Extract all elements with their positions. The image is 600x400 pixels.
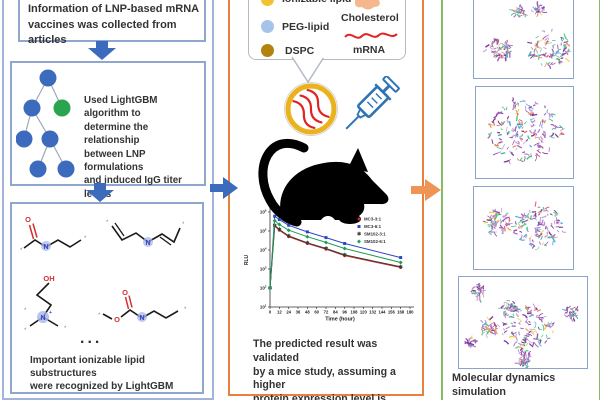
dspc-icon: [261, 44, 274, 57]
svg-text:36: 36: [296, 310, 301, 315]
legend-label-cholesterol: Cholesterol: [341, 12, 399, 24]
svg-text:*: *: [64, 326, 67, 332]
svg-text:MC3-3:1: MC3-3:1: [364, 217, 382, 222]
svg-text:168: 168: [397, 310, 405, 315]
substructures-ellipsis: ...: [80, 330, 103, 347]
svg-text:12: 12: [277, 310, 282, 315]
svg-text:156: 156: [388, 310, 396, 315]
svg-text:84: 84: [333, 310, 338, 315]
md-caption: Molecular dynamics simulation provided m…: [452, 372, 559, 400]
svg-text:SM102-3:1: SM102-3:1: [364, 232, 386, 237]
svg-text:✱: ✱: [305, 240, 310, 246]
svg-text:*: *: [24, 308, 27, 314]
mrna-icon: [344, 32, 398, 39]
legend-bubble-tail: [291, 54, 325, 84]
ionizable-lipid-icon: [261, 0, 274, 6]
decision-tree-graphic: [16, 69, 75, 178]
svg-text:96: 96: [342, 310, 347, 315]
lipid-substructure-2: * * N: [106, 220, 185, 247]
md-snapshot-3: [473, 186, 574, 270]
legend-label-peg-lipid: PEG-lipid: [282, 21, 330, 33]
left-column-border: [2, 0, 214, 400]
svg-text:180: 180: [407, 310, 415, 315]
svg-text:MC3-6:1: MC3-6:1: [364, 224, 382, 229]
legend-label-ionizable-lipid: Ionizable lipid: [282, 0, 351, 5]
lnp-components-legend: Ionizable lipid Cholesterol PEG-lipid mR…: [248, 0, 406, 60]
info-collection-box: [18, 0, 206, 42]
legend-label-mrna: mRNA: [353, 44, 386, 56]
rlu-chart: 101 102 103 104 105 106 0 12 24 36 48 60 72 84 96 108 12…: [244, 208, 415, 323]
peg-lipid-icon: [261, 20, 274, 33]
svg-text:N: N: [43, 244, 48, 251]
svg-text:O: O: [122, 288, 128, 297]
svg-text:132: 132: [369, 310, 377, 315]
down-arrow-icon: [88, 41, 116, 60]
svg-text:105: 105: [260, 228, 267, 234]
svg-text:N: N: [40, 315, 45, 322]
md-snapshot-4: [458, 276, 588, 369]
lightgbm-text: Used LightGBM algorithm to determine the…: [84, 95, 182, 200]
cholesterol-icon: [354, 0, 380, 10]
validation-caption: The predicted result was validated by a …: [253, 338, 396, 400]
svg-text:*: *: [20, 248, 23, 254]
svg-text:+: +: [49, 310, 52, 316]
svg-text:48: 48: [305, 310, 310, 315]
svg-text:✱: ✱: [273, 223, 278, 229]
svg-text:*: *: [84, 236, 87, 242]
svg-text:✱: ✱: [324, 246, 329, 252]
right-arrow-icon: [210, 177, 238, 199]
substructures-text: Important ionizable lipid substructures …: [30, 355, 174, 392]
svg-text:72: 72: [324, 310, 329, 315]
svg-text:N: N: [139, 315, 144, 322]
lnp-particle-icon: [284, 82, 338, 136]
svg-text:24: 24: [286, 310, 291, 315]
down-arrow-icon: [86, 183, 114, 202]
lipid-substructure-3: * * * OH N +: [24, 274, 67, 334]
svg-text:*: *: [24, 328, 27, 334]
svg-text:0: 0: [269, 310, 272, 315]
svg-text:*: *: [184, 307, 187, 313]
svg-text:*: *: [98, 313, 101, 319]
md-snapshot-1: [473, 0, 574, 79]
svg-text:101: 101: [260, 304, 267, 310]
info-collection-text: Information of LNP-based mRNA vaccines w…: [28, 3, 200, 46]
svg-text:O: O: [25, 215, 31, 224]
syringe-icon: [345, 76, 400, 130]
mouse-icon: [258, 138, 389, 232]
svg-text:OH: OH: [43, 274, 54, 283]
svg-text:60: 60: [314, 310, 319, 315]
svg-text:✱: ✱: [357, 232, 362, 238]
svg-text:N: N: [145, 240, 150, 247]
svg-text:SM102-6:1: SM102-6:1: [364, 239, 386, 244]
svg-text:102: 102: [260, 285, 267, 291]
lipid-substructure-4: * * O O N: [98, 288, 187, 324]
lipid-substructure-1: * * O N: [20, 215, 87, 254]
svg-text:108: 108: [351, 310, 359, 315]
svg-text:106: 106: [260, 209, 267, 215]
svg-text:✱: ✱: [343, 253, 348, 259]
svg-text:120: 120: [360, 310, 368, 315]
svg-text:*: *: [106, 220, 109, 226]
svg-text:Time (hour): Time (hour): [325, 317, 355, 323]
svg-text:144: 144: [379, 310, 387, 315]
svg-text:104: 104: [260, 247, 267, 253]
middle-column-border: [228, 0, 424, 396]
svg-text:O: O: [114, 315, 120, 324]
svg-text:RLU: RLU: [244, 254, 250, 265]
svg-text:103: 103: [260, 266, 267, 272]
svg-text:✱: ✱: [287, 234, 292, 240]
svg-text:✱: ✱: [399, 265, 404, 271]
md-snapshot-2: [475, 86, 574, 179]
svg-text:✱: ✱: [277, 227, 282, 233]
right-arrow-icon: [411, 179, 441, 201]
svg-text:*: *: [182, 222, 185, 228]
